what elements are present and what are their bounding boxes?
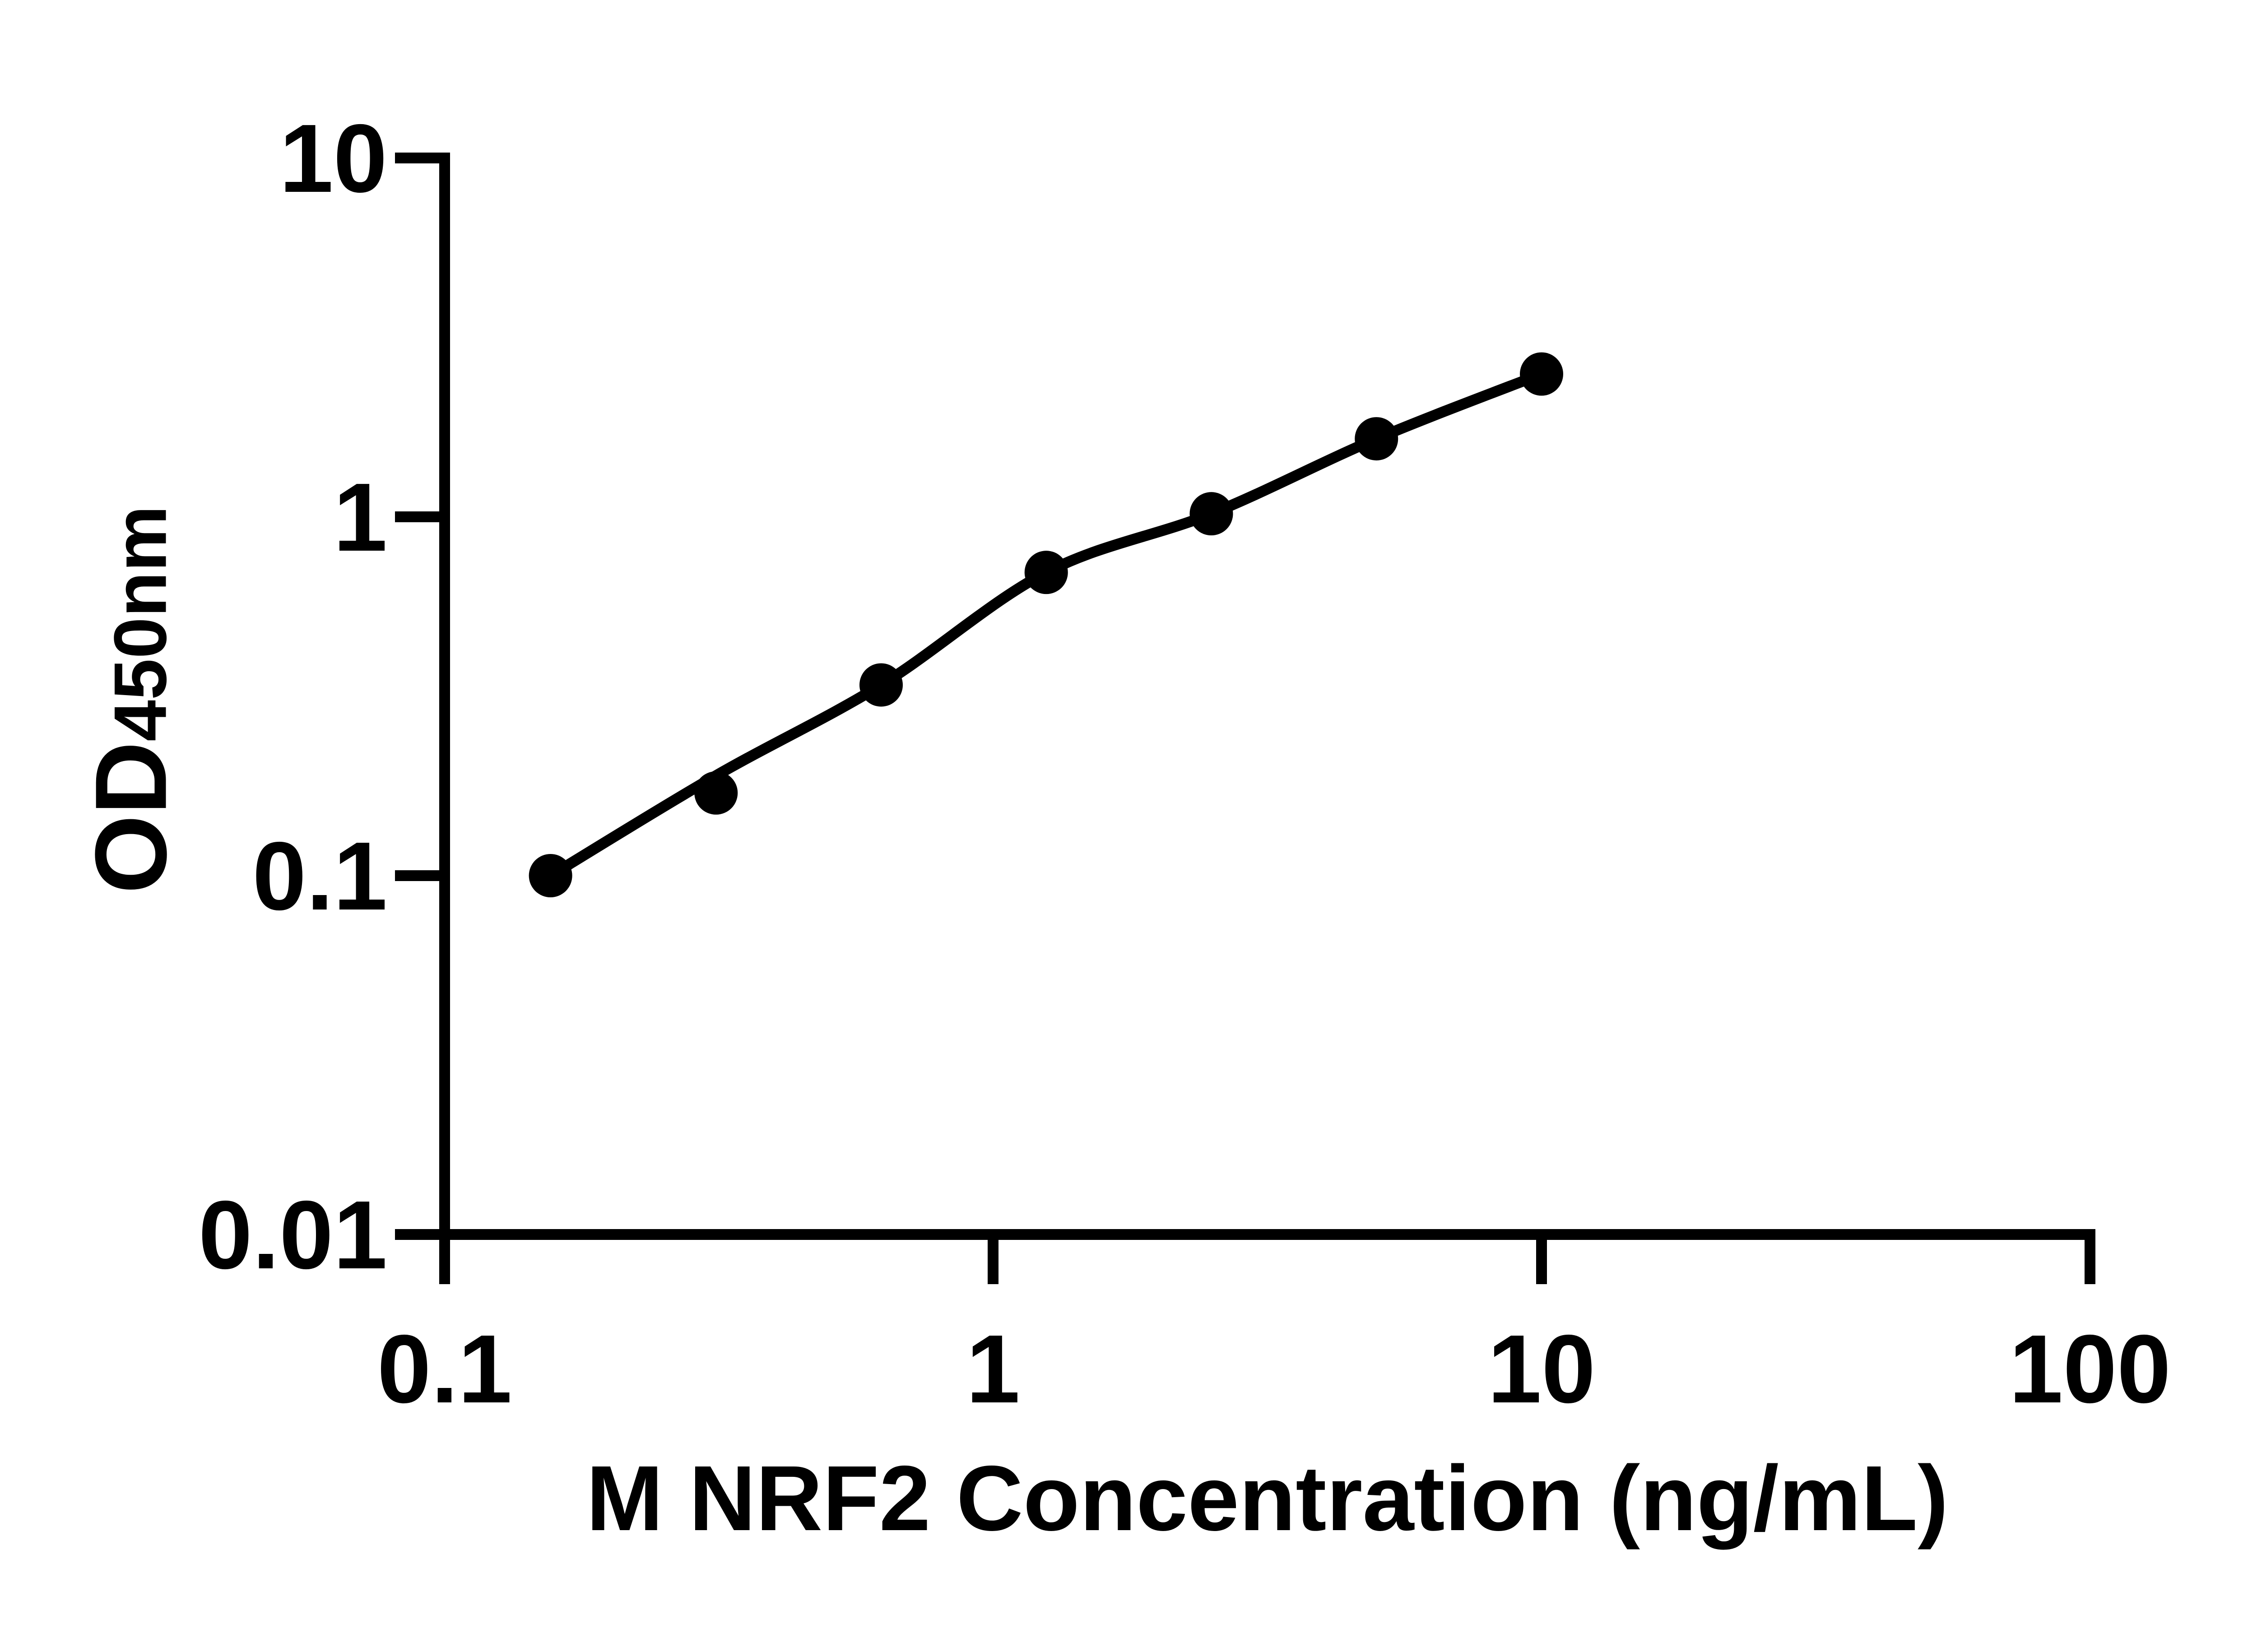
y-axis: [395, 153, 450, 1240]
data-point: [1355, 417, 1398, 461]
x-tick-label-100: 100: [2009, 1314, 2171, 1423]
y-tick-label-0.1: 0.1: [252, 821, 387, 930]
x-tick-label-0.1: 0.1: [377, 1314, 512, 1423]
x-axis: [439, 1229, 2095, 1284]
data-point: [859, 663, 903, 707]
data-point: [529, 854, 572, 897]
data-point-markers: [529, 352, 1563, 897]
data-point: [1189, 492, 1233, 536]
x-tick-label-10: 10: [1487, 1314, 1596, 1423]
y-tick-label-1: 1: [333, 463, 387, 571]
y-tick-label-10: 10: [279, 104, 387, 213]
x-axis-title: M NRF2 Concentration (ng/mL): [586, 1447, 1949, 1550]
data-point: [1024, 551, 1068, 594]
x-tick-label-1: 1: [966, 1314, 1020, 1423]
y-axis-title-subscript: 450nm: [98, 505, 182, 742]
data-point: [694, 771, 738, 815]
y-tick-label-0.01: 0.01: [198, 1180, 387, 1289]
y-axis-title-base: OD: [74, 741, 188, 894]
data-point: [1520, 352, 1563, 396]
